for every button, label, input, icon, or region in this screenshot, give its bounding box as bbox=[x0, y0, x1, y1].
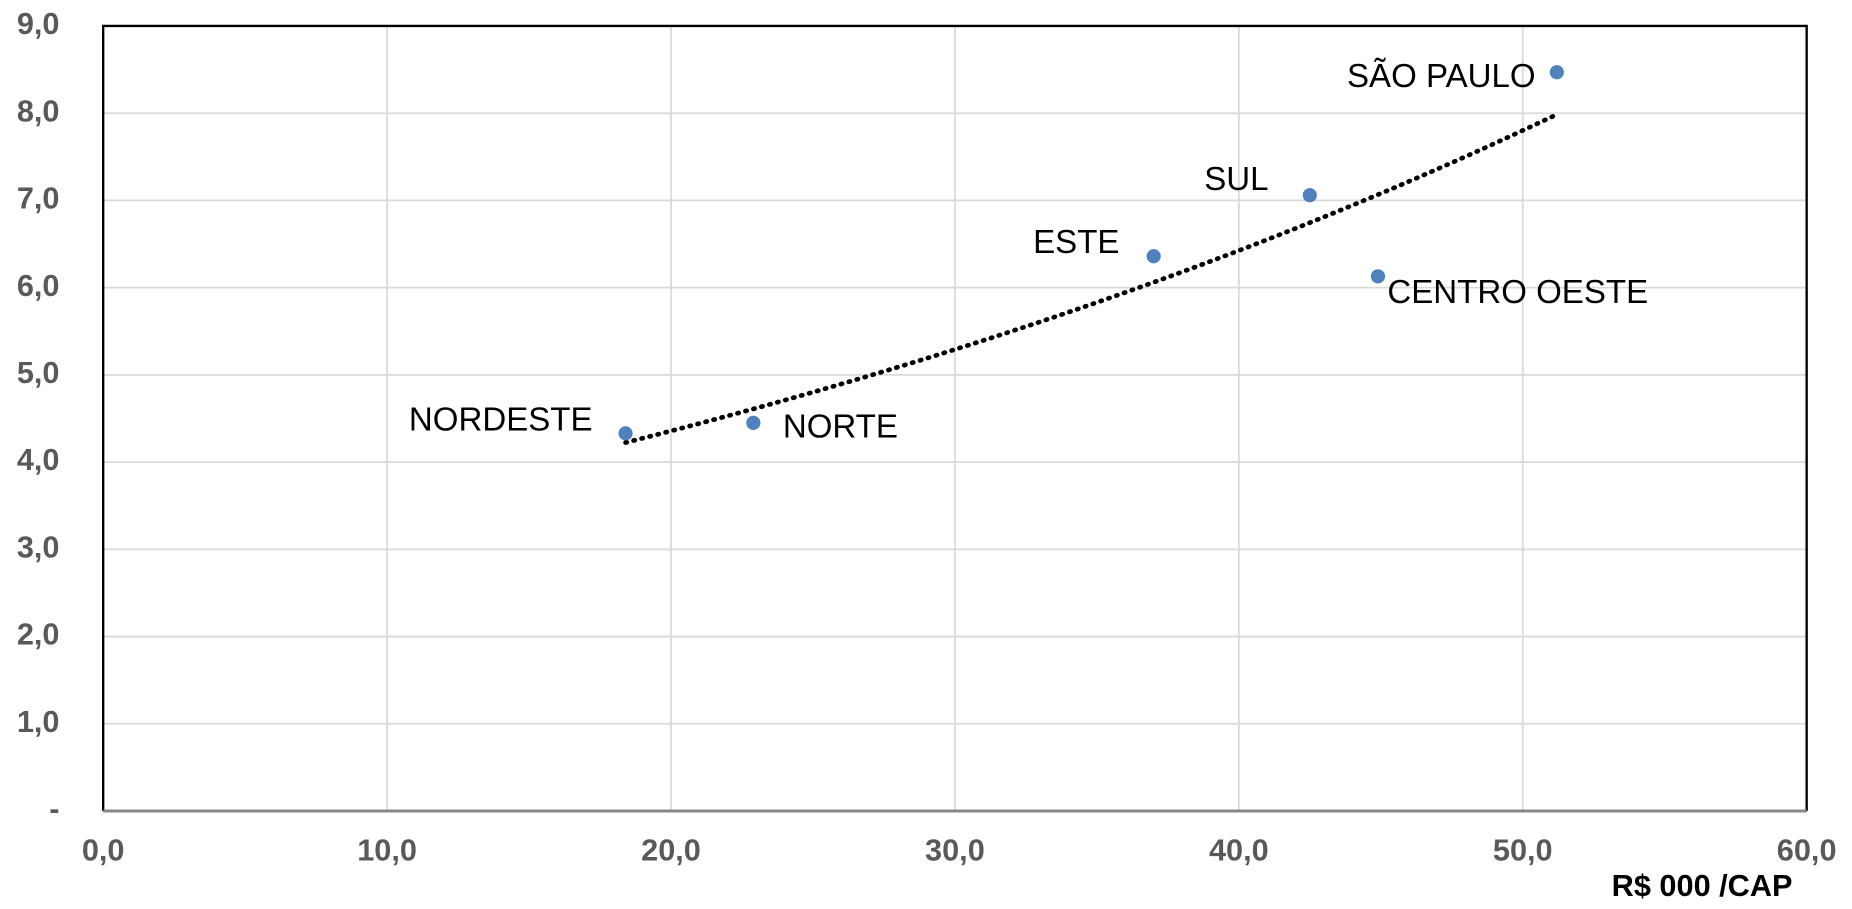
point-label: SÃO PAULO bbox=[1347, 57, 1536, 95]
y-tick-label: 8,0 bbox=[17, 93, 60, 128]
point bbox=[1302, 188, 1317, 203]
y-tick-label: 4,0 bbox=[17, 442, 60, 477]
y-tick-label: 3,0 bbox=[17, 529, 60, 564]
y-tick-label: 5,0 bbox=[17, 355, 60, 390]
y-tick-label: 1,0 bbox=[17, 704, 60, 739]
x-tick-label: 0,0 bbox=[82, 832, 125, 867]
x-tick-label: 50,0 bbox=[1493, 832, 1553, 867]
x-axis-label: R$ 000 /CAP bbox=[1612, 868, 1793, 903]
x-tick-label: 40,0 bbox=[1209, 832, 1269, 867]
point-label: NORDESTE bbox=[409, 401, 593, 438]
plot-border bbox=[101, 24, 1808, 812]
point bbox=[1549, 65, 1564, 80]
point bbox=[1370, 269, 1386, 284]
point-label: CENTRO OESTE bbox=[1387, 274, 1648, 311]
point bbox=[746, 415, 761, 430]
point-label: SUL bbox=[1204, 161, 1268, 198]
x-tick-label: 10,0 bbox=[357, 832, 417, 867]
x-tick-label: 20,0 bbox=[641, 832, 701, 867]
x-tick-label: 30,0 bbox=[925, 832, 985, 867]
trendline bbox=[623, 112, 1560, 445]
point-label: ESTE bbox=[1033, 224, 1119, 261]
y-tick-label: - bbox=[49, 791, 59, 826]
y-tick-label: 9,0 bbox=[17, 6, 60, 41]
y-tick-label: 2,0 bbox=[17, 617, 60, 652]
y-tick-label: 6,0 bbox=[17, 268, 60, 303]
point bbox=[618, 426, 633, 441]
point-label: NORTE bbox=[783, 408, 898, 445]
point bbox=[1146, 249, 1161, 264]
x-tick-label: 60,0 bbox=[1777, 832, 1837, 867]
y-tick-label: 7,0 bbox=[17, 181, 60, 216]
